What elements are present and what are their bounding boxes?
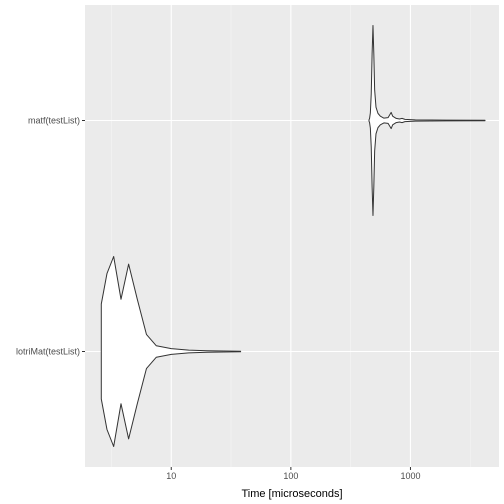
violins (100, 25, 486, 447)
x-tick-label: 10 (166, 471, 176, 481)
plot-panel (85, 5, 499, 467)
x-axis: 10 100 1000 (166, 467, 420, 481)
x-tick-label: 1000 (400, 471, 420, 481)
y-tick-label: matf(testList) (28, 116, 80, 126)
violin-matf-testlist (368, 25, 486, 216)
x-tick-label: 100 (283, 471, 298, 481)
y-axis: lotriMat(testList) matf(testList) (16, 116, 85, 357)
x-axis-title: Time [microseconds] (241, 488, 342, 500)
y-tick-label: lotriMat(testList) (16, 347, 80, 357)
violin-lotrimat-testlist (100, 256, 242, 447)
